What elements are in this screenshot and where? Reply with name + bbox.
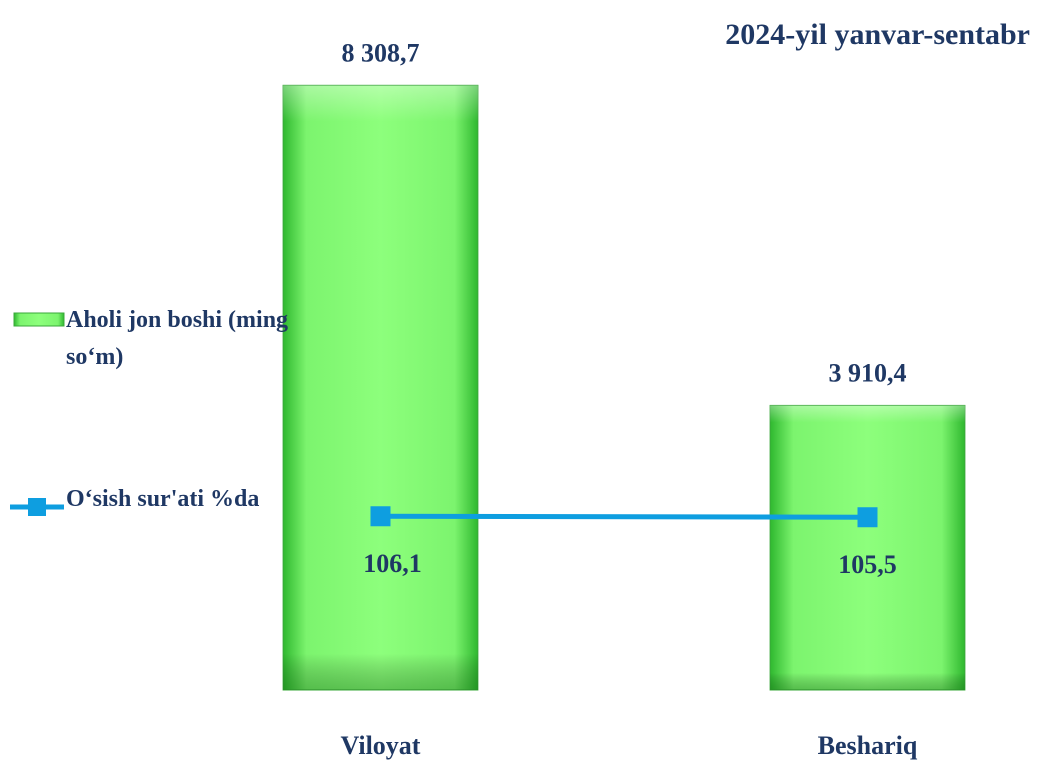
x-tick-label: Viloyat: [341, 731, 421, 760]
legend-label: Aholi jon boshi (ming so‘m): [66, 307, 289, 370]
line-marker: [370, 506, 391, 527]
bar-group: [769, 404, 966, 691]
legend-swatch: [13, 312, 65, 327]
legend-swatch-marker: [28, 498, 46, 516]
bar-group: [282, 84, 479, 691]
chart-title: 2024-yil yanvar-sentabr: [725, 18, 1030, 51]
line: [380, 513, 868, 520]
bar: [282, 84, 479, 691]
data-label: 106,1: [363, 549, 422, 578]
data-label: 105,5: [838, 550, 897, 579]
x-tick-label: Beshariq: [818, 731, 918, 760]
data-label: 8 308,7: [342, 38, 420, 67]
bar: [769, 404, 966, 691]
line-marker: [857, 507, 878, 528]
data-label: 3 910,4: [829, 358, 907, 387]
legend-label: O‘sish sur'ati %da: [66, 486, 260, 512]
